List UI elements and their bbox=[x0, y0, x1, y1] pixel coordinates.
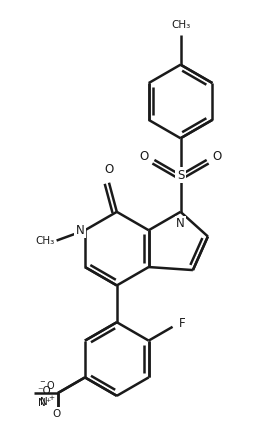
Text: O: O bbox=[52, 408, 60, 418]
Text: CH₃: CH₃ bbox=[171, 20, 190, 30]
Text: ⁻O
N⁺: ⁻O N⁺ bbox=[38, 386, 51, 408]
Text: $^-$O: $^-$O bbox=[38, 379, 56, 391]
Text: O: O bbox=[139, 150, 149, 163]
Text: S: S bbox=[177, 168, 184, 181]
Text: O: O bbox=[104, 163, 114, 176]
Text: N: N bbox=[76, 224, 84, 237]
Text: N: N bbox=[176, 217, 185, 230]
Text: N$^+$: N$^+$ bbox=[39, 395, 56, 408]
Text: CH₃: CH₃ bbox=[36, 236, 55, 246]
Text: F: F bbox=[179, 317, 186, 330]
Text: O: O bbox=[213, 150, 222, 163]
